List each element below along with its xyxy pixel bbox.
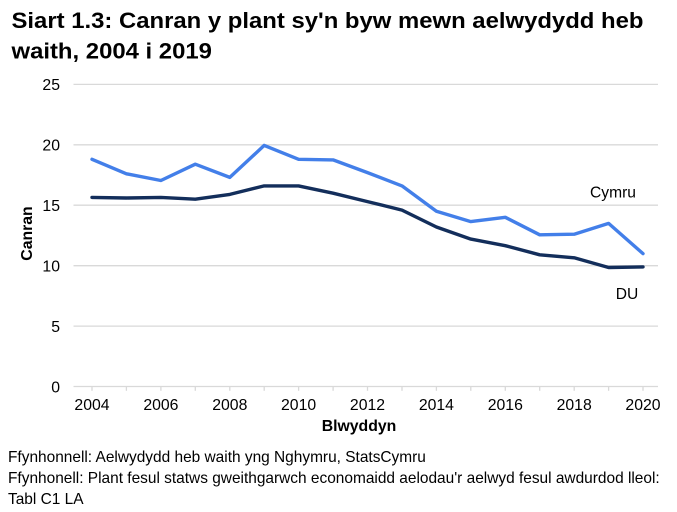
svg-text:2018: 2018 xyxy=(557,397,592,414)
svg-text:Tabl C1 LA: Tabl C1 LA xyxy=(8,491,84,508)
svg-text:waith, 2004 i 2019: waith, 2004 i 2019 xyxy=(10,38,211,63)
svg-text:Siart 1.3: Canran y plant sy'n: Siart 1.3: Canran y plant sy'n byw mewn … xyxy=(12,8,644,33)
svg-text:DU: DU xyxy=(616,286,639,303)
svg-text:Blwyddyn: Blwyddyn xyxy=(322,418,397,435)
svg-text:Canran: Canran xyxy=(19,206,36,260)
svg-text:2014: 2014 xyxy=(419,397,454,414)
svg-text:0: 0 xyxy=(51,379,60,396)
svg-text:10: 10 xyxy=(42,258,60,275)
svg-text:Cymru: Cymru xyxy=(590,185,636,202)
svg-text:Ffynhonnell: Aelwydydd heb wai: Ffynhonnell: Aelwydydd heb waith yng Ngh… xyxy=(8,449,426,466)
svg-text:20: 20 xyxy=(42,138,60,155)
svg-text:2012: 2012 xyxy=(350,397,385,414)
svg-text:5: 5 xyxy=(51,319,60,336)
svg-text:2006: 2006 xyxy=(143,397,178,414)
svg-text:2008: 2008 xyxy=(212,397,247,414)
svg-text:2016: 2016 xyxy=(488,397,523,414)
svg-text:2020: 2020 xyxy=(625,397,660,414)
svg-text:2010: 2010 xyxy=(281,397,316,414)
svg-text:Ffynhonell: Plant fesul statws: Ffynhonell: Plant fesul statws gweithgar… xyxy=(8,470,660,487)
svg-text:25: 25 xyxy=(42,77,60,94)
svg-text:15: 15 xyxy=(42,198,60,215)
svg-text:2004: 2004 xyxy=(74,397,109,414)
